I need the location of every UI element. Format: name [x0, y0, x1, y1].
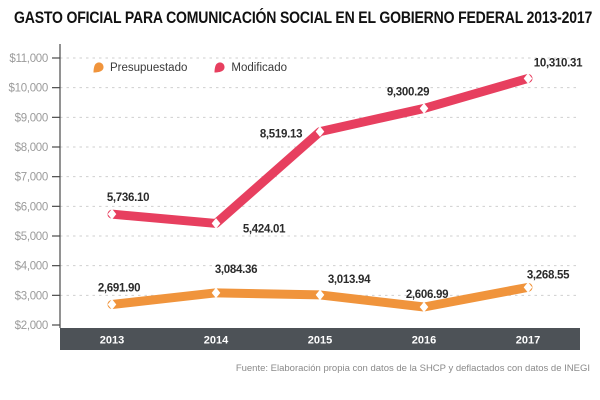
modificado-drop-icon — [214, 62, 225, 73]
data-point-marker-presupuestado — [419, 301, 429, 313]
y-tick-label: $3,000 — [15, 290, 48, 302]
legend-label: Presupuestado — [110, 62, 188, 74]
y-tick-label: $8,000 — [15, 142, 48, 154]
data-point-marker-presupuestado — [107, 299, 117, 310]
data-point-marker-modificado — [211, 218, 221, 229]
y-tick-label: $10,000 — [9, 83, 48, 95]
data-point-marker-modificado — [419, 103, 429, 114]
value-label-modificado: 5,736.10 — [107, 192, 149, 204]
y-tick-label: $11,000 — [9, 53, 48, 65]
chart-legend: Presupuestado Modificado — [92, 61, 287, 75]
series-line-modificado — [107, 73, 533, 228]
y-tick-label: $7,000 — [15, 172, 48, 184]
value-label-modificado: 5,424.01 — [243, 223, 286, 235]
data-point-marker-presupuestado — [523, 282, 533, 293]
x-axis-year-label: 2015 — [308, 335, 332, 347]
value-label-presupuestado: 3,268.55 — [527, 269, 570, 281]
value-label-modificado: 8,519.13 — [260, 129, 302, 141]
value-label-presupuestado: 3,084.36 — [215, 264, 257, 276]
data-point-marker-modificado — [107, 208, 117, 220]
x-axis-year-label: 2017 — [516, 335, 540, 347]
x-axis-year-label: 2016 — [412, 335, 436, 347]
x-axis-year-label: 2013 — [100, 335, 124, 347]
y-tick-label: $6,000 — [15, 201, 48, 213]
source-note: Fuente: Elaboración propia con datos de … — [235, 363, 590, 374]
y-tick-label: $4,000 — [15, 261, 48, 273]
legend-item-modificado: Modificado — [213, 61, 287, 75]
y-tick-label: $2,000 — [15, 320, 48, 332]
chart-title: GASTO OFICIAL PARA COMUNICACIÓN SOCIAL E… — [14, 9, 593, 27]
x-axis-year-label: 2014 — [204, 335, 229, 347]
y-tick-label: $5,000 — [15, 231, 48, 243]
y-tick-label: $9,000 — [15, 112, 48, 124]
data-point-marker-presupuestado — [211, 287, 221, 299]
presupuestado-drop-icon — [93, 62, 104, 73]
data-point-marker-modificado — [315, 126, 325, 137]
value-label-presupuestado: 2,691.90 — [98, 282, 140, 294]
x-axis-band — [60, 328, 580, 350]
legend-label: Modificado — [231, 62, 287, 74]
legend-item-presupuestado: Presupuestado — [92, 61, 187, 75]
data-point-marker-modificado — [523, 73, 533, 84]
value-label-modificado: 10,310.31 — [534, 57, 583, 69]
value-label-presupuestado: 3,013.94 — [328, 274, 371, 286]
value-label-modificado: 9,300.29 — [387, 86, 429, 98]
value-label-presupuestado: 2,606.99 — [406, 289, 448, 301]
data-point-marker-presupuestado — [315, 289, 325, 301]
